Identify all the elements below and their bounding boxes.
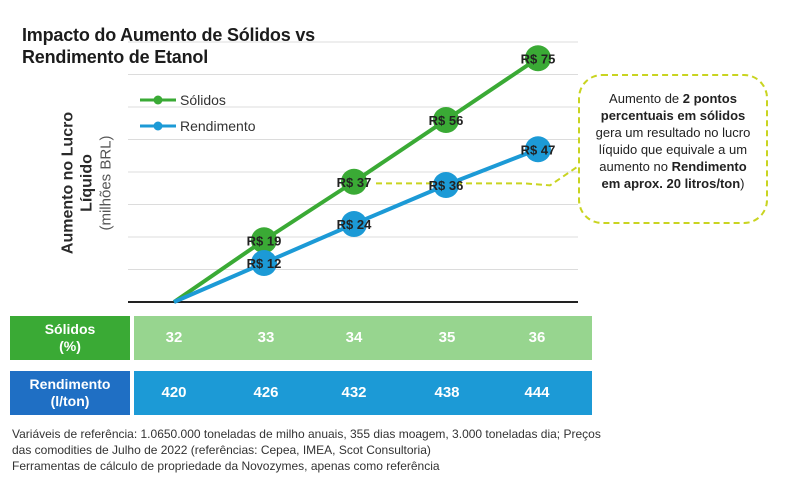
solidos-data-label: R$ 56 (429, 113, 464, 128)
solidos-cell: 35 (438, 329, 456, 346)
legend-marker (153, 95, 163, 105)
annotation-connector (376, 164, 581, 187)
solidos-point (251, 227, 277, 254)
rendimento-cell: 438 (434, 384, 460, 401)
solidos-row: Sólidos (%) 32 33 34 35 36 (10, 316, 592, 360)
legend-label: Rendimento (180, 118, 256, 134)
rendimento-point (341, 211, 367, 237)
solidos-row-header: Sólidos (%) (10, 316, 130, 360)
rendimento-point (251, 250, 277, 276)
solidos-data-label: R$ 75 (521, 51, 556, 66)
solidos-cell: 32 (165, 329, 183, 346)
solidos-point (525, 45, 551, 72)
rendimento-cell: 426 (253, 384, 279, 401)
solidos-point (341, 168, 367, 195)
solidos-cell: 33 (257, 329, 275, 346)
annotation-callout: Aumento de 2 pontos percentuais em sólid… (578, 74, 768, 224)
rendimento-data-label: R$ 12 (247, 256, 282, 271)
solidos-cell: 36 (528, 329, 546, 346)
rendimento-data-label: R$ 36 (429, 178, 464, 193)
rendimento-cell: 420 (161, 384, 187, 401)
solidos-point (433, 107, 459, 133)
rendimento-row: Rendimento (l/ton) 420 426 432 438 444 (10, 371, 592, 415)
legend-marker (153, 121, 163, 131)
rendimento-cell: 444 (524, 384, 550, 401)
rendimento-cell: 432 (341, 384, 367, 401)
rendimento-data-label: R$ 24 (337, 217, 372, 232)
line-chart: R$ 19 R$ 37 R$ 56 R$ 75 R$ 12 R$ 24 R$ 36 R$ 47… (128, 41, 581, 304)
solidos-data-label: R$ 19 (247, 233, 282, 248)
footnote-line: Ferramentas de cálculo de propriedade da… (12, 459, 440, 473)
solidos-data-label: R$ 37 (337, 175, 372, 190)
rendimento-row-values: 420 426 432 438 444 (134, 371, 592, 415)
rendimento-point (433, 172, 459, 198)
annotation-text: Aumento de 2 pontos percentuais em sólid… (595, 91, 751, 191)
rendimento-data-label: R$ 47 (521, 142, 556, 157)
chart-title: Impacto do Aumento de Sólidos vs Rendime… (22, 25, 315, 67)
footnote: Variáveis de referência: 1.0650.000 tone… (12, 426, 612, 474)
rendimento-point (525, 136, 551, 163)
rendimento-row-header: Rendimento (l/ton) (10, 371, 130, 415)
footnote-line: Variáveis de referência: 1.0650.000 tone… (12, 427, 601, 457)
solidos-cell: 34 (345, 329, 363, 346)
solidos-row-values: 32 33 34 35 36 (134, 316, 592, 360)
legend-label: Sólidos (180, 92, 226, 108)
